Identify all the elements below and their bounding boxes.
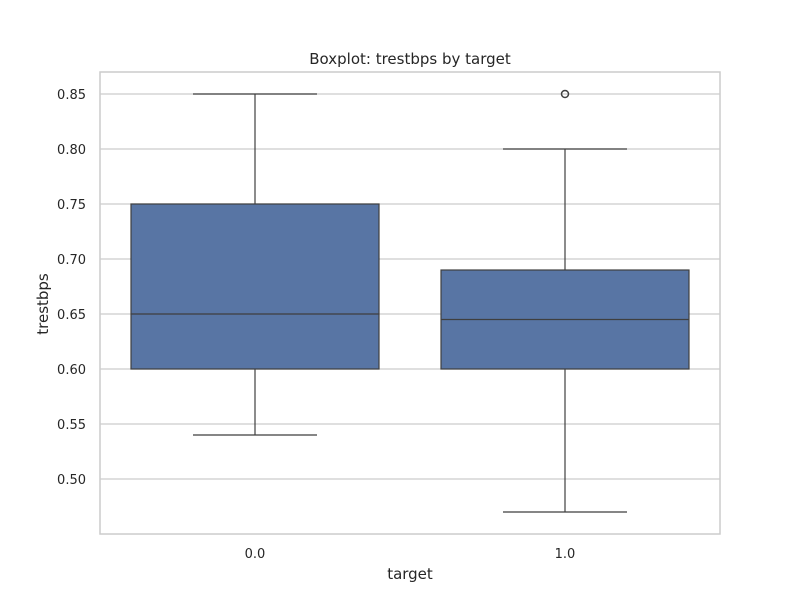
outlier-point: [560, 89, 570, 99]
y-tick-label: 0.75: [57, 198, 86, 213]
y-tick-label: 0.80: [57, 143, 86, 158]
x-tick-label: 1.0: [555, 547, 576, 562]
x-tick-layer: 0.0 1.0: [245, 547, 576, 562]
box-layer: [130, 89, 690, 513]
x-axis-label: target: [387, 565, 433, 583]
y-tick-label: 0.60: [57, 363, 86, 378]
y-tick-label: 0.55: [57, 418, 86, 433]
y-tick-label: 0.65: [57, 308, 86, 323]
plot-frame: [99, 71, 721, 535]
y-tick-label: 0.70: [57, 253, 86, 268]
box-group: [440, 89, 690, 513]
chart-title: Boxplot: trestbps by target: [309, 50, 511, 68]
y-tick-label: 0.85: [57, 88, 86, 103]
y-tick-layer: 0.50 0.55 0.60 0.65 0.70 0.75 0.80 0.85: [57, 88, 86, 488]
x-tick-label: 0.0: [245, 547, 266, 562]
y-tick-label: 0.50: [57, 473, 86, 488]
box-group: [130, 93, 380, 436]
y-axis-label: trestbps: [34, 273, 52, 335]
box-iqr: [130, 203, 380, 370]
